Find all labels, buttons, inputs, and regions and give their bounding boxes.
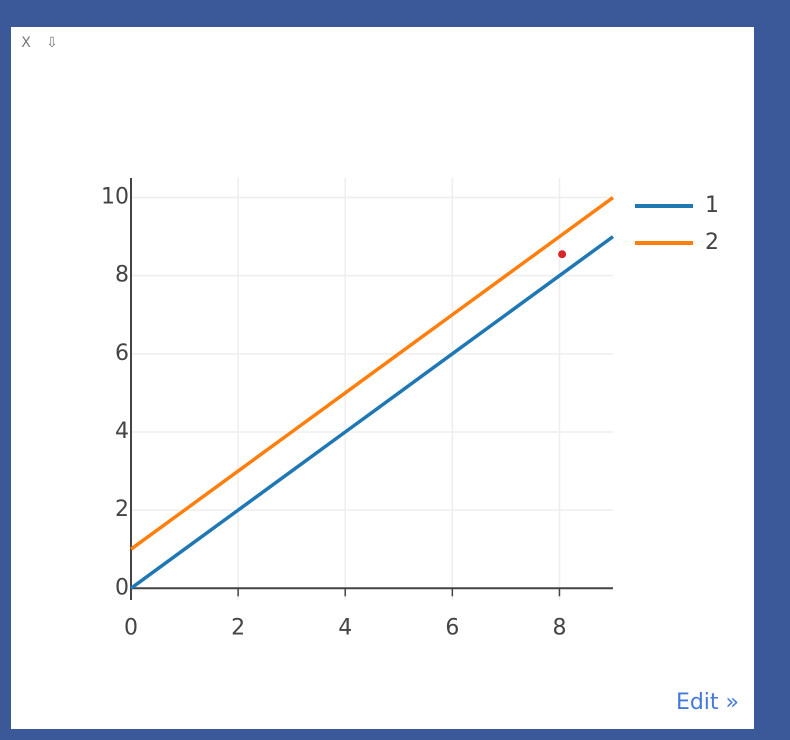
- x-tick-label: 2: [231, 615, 245, 640]
- line-series: [129, 196, 615, 551]
- close-button[interactable]: X: [21, 35, 31, 51]
- x-tick-label: 8: [552, 615, 566, 640]
- x-tick-label: 0: [124, 615, 138, 640]
- legend-label: 2: [705, 230, 719, 255]
- y-tick-label: 6: [115, 341, 129, 366]
- y-tick-label: 0: [115, 575, 129, 600]
- legend-label: 1: [705, 193, 719, 218]
- y-tick-label: 2: [115, 497, 129, 522]
- line-series: [129, 235, 615, 590]
- x-tick-label: 6: [445, 615, 459, 640]
- y-tick-label: 10: [101, 185, 129, 210]
- x-tick-label: 4: [338, 615, 352, 640]
- download-button[interactable]: ⇩: [46, 35, 58, 51]
- edit-link[interactable]: Edit »: [676, 690, 739, 715]
- panel: [11, 27, 754, 729]
- y-tick-label: 4: [115, 419, 129, 444]
- y-tick-label: 8: [115, 263, 129, 288]
- marker-point: [558, 250, 567, 259]
